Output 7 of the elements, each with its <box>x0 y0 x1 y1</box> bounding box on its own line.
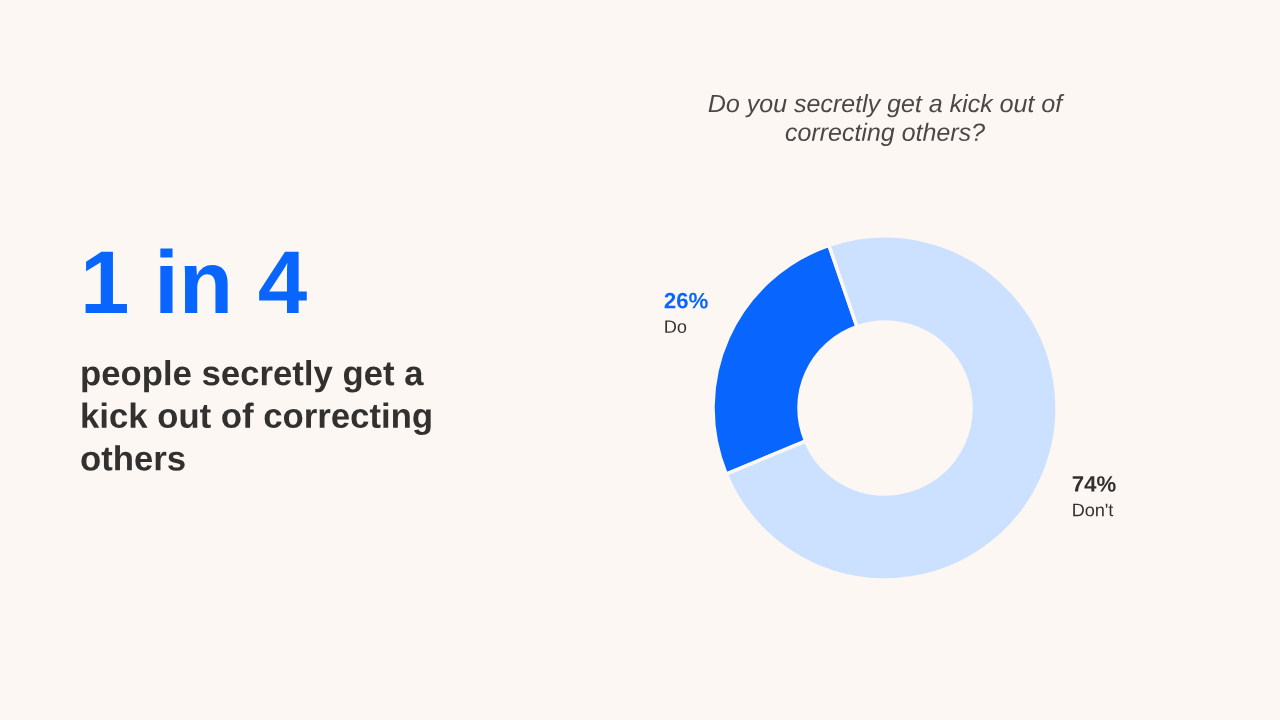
text: 1 in 4 <box>85 248 307 313</box>
data-label: 74% <box>1072 476 1116 492</box>
data-label: 26% <box>664 292 708 309</box>
chart-title: Do you secretly get a kick out of correcting others? <box>708 93 1065 147</box>
text: people secretly get a kick out of correcting others <box>81 360 431 471</box>
slice-label: Do <box>665 320 687 334</box>
slice-label: Don't <box>1073 503 1114 517</box>
